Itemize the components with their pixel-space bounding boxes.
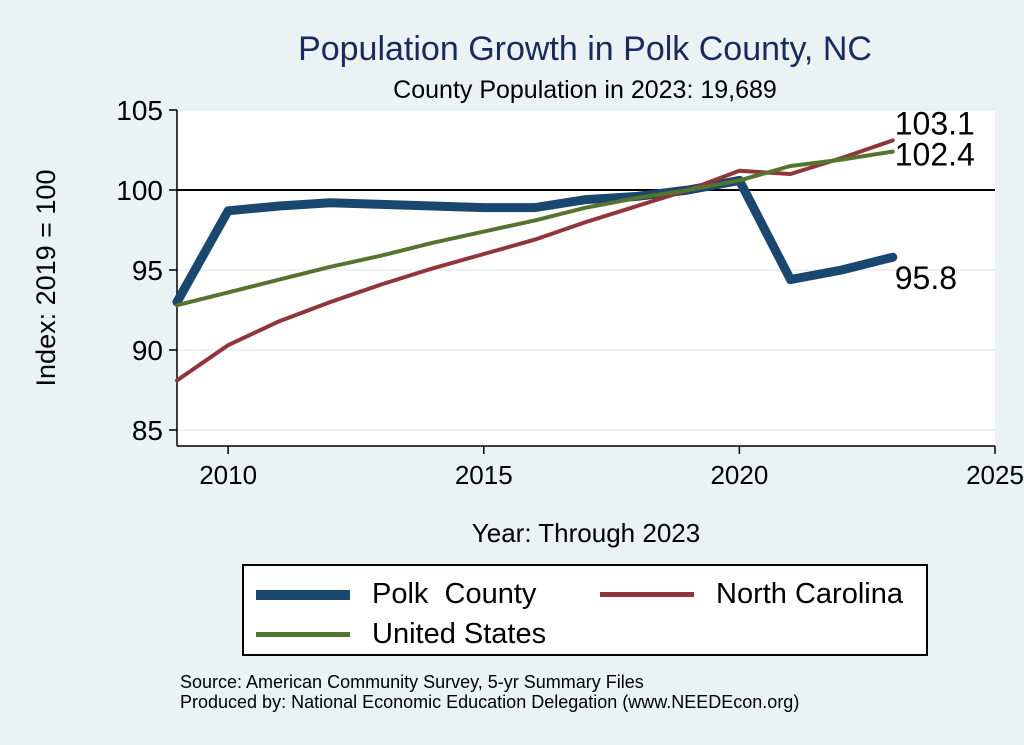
y-axis-label: Index: 2019 = 100 [31,170,61,387]
chart-title: Population Growth in Polk County, NC [298,30,872,68]
legend-item-polk: Polk County [256,578,536,611]
y-tick-label-100: 100 [116,175,163,206]
series-line-north-carolina [175,138,895,383]
x-tick-label-2010: 2010 [199,460,257,490]
x-tick-label-2015: 2015 [455,460,513,490]
x-tick-label-2020: 2020 [710,460,768,490]
chart-subtitle: County Population in 2023: 19,689 [393,76,777,104]
legend-swatch-united-states [256,632,350,637]
series-line-polk-county [172,175,898,307]
legend-label-north-carolina: North Carolina [716,578,903,610]
end-label-polk-county: 95.8 [895,260,957,296]
producer-note: Produced by: National Economic Education… [180,692,800,712]
end-label-north-carolina: 103.1 [895,105,975,141]
series-line-united-states [175,149,895,308]
x-axis-label: Year: Through 2023 [472,518,700,548]
legend: Polk County North Carolina United States [242,564,928,656]
y-tick-label-85: 85 [132,415,163,446]
legend-item-north-carolina: North Carolina [600,578,903,611]
y-axis-ticks: 85 90 95 100 105 [116,95,177,446]
y-tick-label-95: 95 [132,255,163,286]
legend-item-united-states: United States [256,618,546,651]
plot-area [177,110,995,446]
chart-figure: Population Growth in Polk County, NC Cou… [31,30,1024,548]
y-tick-label-90: 90 [132,335,163,366]
legend-label-polk: Polk County [372,578,537,610]
end-label-united-states: 102.4 [895,137,975,173]
chart-notes: Source: American Community Survey, 5-yr … [180,672,799,712]
legend-swatch-north-carolina [600,592,694,597]
y-tick-label-105: 105 [116,95,163,126]
series-lines [172,138,898,383]
x-tick-label-2025: 2025 [966,460,1024,490]
x-axis-ticks: 2010 2015 2020 2025 [199,446,1024,490]
source-note: Source: American Community Survey, 5-yr … [180,672,644,692]
legend-swatch-polk [256,589,350,600]
legend-label-united-states: United States [372,618,547,650]
